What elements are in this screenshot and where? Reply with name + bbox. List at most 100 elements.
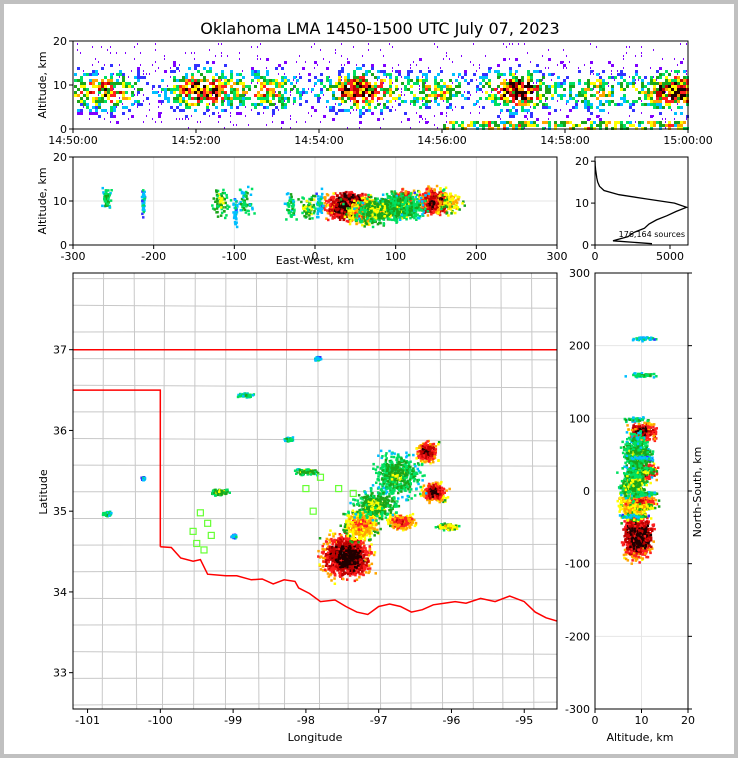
time-height-source [599,103,602,106]
time-height-source [305,121,306,123]
time-height-source [560,85,563,88]
time-height-source [650,91,653,94]
time-height-source [389,76,392,79]
time-height-source [242,85,245,88]
time-height-source [137,103,140,106]
time-height-source [341,82,344,85]
time-height-source [449,85,452,88]
time-height-source [380,82,383,85]
lightning-source [406,190,409,194]
time-height-source [599,85,602,88]
time-height-source [527,73,530,76]
time-height-source [80,79,83,82]
time-height-source [422,85,425,88]
time-height-source [161,103,162,105]
lightning-source [418,217,421,220]
time-height-source [353,109,354,111]
time-height-source [101,97,104,100]
time-height-source [677,70,680,73]
time-height-source [191,52,192,54]
time-height-source [92,79,95,82]
time-height-source [335,103,336,105]
time-height-source [677,79,680,82]
time-height-source [95,73,98,76]
time-height-source [272,112,275,115]
time-height-source [122,91,125,94]
time-height-source [317,100,320,103]
time-height-source [563,82,566,85]
lightning-source [434,203,437,207]
lightning-source [403,212,406,215]
time-height-source [200,100,203,103]
time-height-source [302,91,305,94]
time-height-source [218,79,221,82]
lightning-source [399,205,403,209]
time-height-source [191,85,194,88]
lightning-source [407,197,411,201]
time-height-source [362,91,365,94]
time-height-source [650,67,651,69]
time-height-source [569,85,572,88]
time-height-source [332,94,335,97]
lightning-source [343,192,346,196]
time-height-source [506,100,509,103]
lightning-source [434,192,437,196]
lightning-source [429,197,433,201]
lightning-source [439,202,442,205]
time-height-source [674,121,677,124]
lightning-source [412,204,415,208]
time-height-source [674,91,677,94]
time-height-source [512,106,515,109]
time-height-source [434,85,437,88]
time-height-source [275,103,276,105]
time-height-source [191,103,194,106]
lightning-source [430,199,434,203]
time-height-source [542,76,545,79]
time-height-source [260,88,263,91]
lightning-source [427,190,431,193]
time-height-source [518,82,521,85]
time-height-source [362,85,365,88]
time-height-source [632,76,635,79]
lightning-source [361,198,365,202]
time-height-source [266,73,269,76]
lightning-source [411,215,414,219]
time-height-source [137,106,138,108]
lightning-source [390,196,393,199]
time-height-source [209,70,212,73]
time-height-source [227,97,230,100]
time-height-source [206,91,209,94]
lightning-source [379,202,383,205]
time-height-source [227,55,228,57]
time-height-source [602,91,605,94]
time-height-source [428,67,429,69]
time-height-source [338,73,341,76]
lightning-source [340,204,343,207]
lightning-source [389,202,393,205]
time-height-source [368,88,371,91]
lightning-source [349,212,352,215]
lightning-source [382,218,386,221]
time-height-source [500,118,501,120]
lightning-source [370,200,373,203]
time-height-source [410,85,413,88]
lightning-source [342,218,345,222]
lightning-source [440,205,443,209]
time-height-source [155,121,156,123]
time-height-source [314,76,317,79]
time-height-source [605,121,608,124]
time-height-source [629,121,632,124]
time-height-source [197,70,200,73]
lightning-source [373,219,376,222]
time-height-source [428,121,429,123]
time-height-source [176,118,177,120]
time-height-source [536,64,539,67]
time-height-source [224,109,227,112]
time-height-source [596,97,599,100]
time-height-source [440,91,443,94]
time-height-source [269,88,272,91]
time-height-source [98,61,99,63]
time-height-source [203,91,206,94]
lightning-source [421,200,424,203]
time-height-source [578,79,581,82]
